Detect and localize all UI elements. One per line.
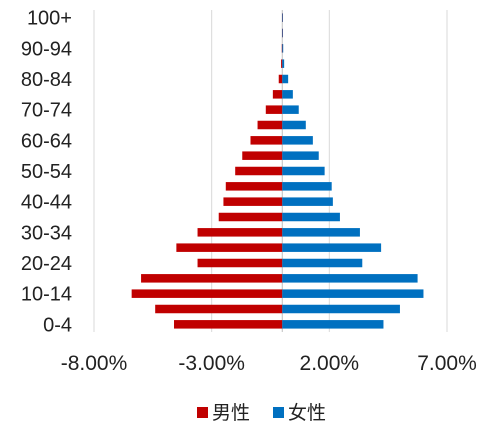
female-bar-15-19 bbox=[282, 274, 418, 283]
x-tick-label: 7.00% bbox=[417, 352, 477, 375]
male-bar-5-9 bbox=[155, 304, 283, 314]
y-tick-label: 40-44 bbox=[21, 192, 72, 214]
x-tick-label: -8.00% bbox=[61, 352, 128, 375]
female-bar-80-84 bbox=[282, 74, 289, 84]
legend: 男性 女性 bbox=[197, 402, 326, 424]
female-legend-label: 女性 bbox=[288, 402, 326, 424]
female-bar-75-79 bbox=[282, 90, 293, 99]
female-bar-10-14 bbox=[282, 289, 424, 298]
y-tick-label: 10-14 bbox=[21, 284, 72, 306]
male-bar-25-29 bbox=[176, 243, 283, 252]
y-tick-label: 0-4 bbox=[43, 314, 72, 336]
male-bar-60-64 bbox=[250, 136, 283, 145]
y-tick-label: 70-74 bbox=[21, 100, 72, 122]
male-bar-30-34 bbox=[197, 228, 283, 237]
y-tick-label: 30-34 bbox=[21, 222, 72, 244]
male-bar-20-24 bbox=[197, 258, 283, 268]
male-bar-80-84 bbox=[278, 74, 283, 84]
bars bbox=[131, 13, 424, 329]
female-bar-70-74 bbox=[282, 105, 299, 114]
female-bar-45-49 bbox=[282, 182, 332, 191]
female-bar-85-89 bbox=[282, 59, 285, 68]
male-bar-15-19 bbox=[141, 274, 283, 283]
female-bar-0-4 bbox=[282, 320, 384, 329]
female-bar-50-54 bbox=[282, 166, 325, 176]
y-tick-label: 20-24 bbox=[21, 253, 72, 275]
female-bar-35-39 bbox=[282, 212, 340, 222]
female-bar-65-69 bbox=[282, 120, 306, 130]
female-bar-5-9 bbox=[282, 304, 400, 314]
male-bar-75-79 bbox=[272, 90, 283, 99]
male-bar-40-44 bbox=[223, 197, 283, 206]
y-tick-label: 100+ bbox=[27, 8, 72, 30]
male-bar-35-39 bbox=[218, 212, 283, 222]
x-tick-label: 2.00% bbox=[300, 352, 360, 375]
male-bar-55-59 bbox=[242, 151, 283, 160]
x-tick-label: -3.00% bbox=[178, 352, 245, 375]
male-legend-swatch bbox=[197, 407, 208, 418]
female-bar-30-34 bbox=[282, 228, 360, 237]
female-bar-95-99 bbox=[282, 28, 283, 38]
male-bar-50-54 bbox=[235, 166, 283, 176]
female-bar-40-44 bbox=[282, 197, 333, 206]
y-axis-tick-labels: 0-4 10-14 20-24 30-34 40-44 50-54 60-64 70-74 80… bbox=[21, 8, 72, 337]
female-bar-100+ bbox=[282, 13, 283, 22]
male-bar-70-74 bbox=[265, 105, 283, 114]
male-bar-10-14 bbox=[131, 289, 283, 298]
male-bar-65-69 bbox=[257, 120, 283, 130]
y-tick-label: 90-94 bbox=[21, 38, 72, 60]
female-bar-90-94 bbox=[282, 44, 284, 53]
y-tick-label: 60-64 bbox=[21, 130, 72, 152]
male-bar-45-49 bbox=[225, 182, 283, 191]
female-bar-20-24 bbox=[282, 258, 363, 268]
female-bar-55-59 bbox=[282, 151, 319, 160]
x-axis-tick-labels: -8.00% -3.00% 2.00% 7.00% bbox=[61, 352, 477, 375]
male-bar-85-89 bbox=[281, 59, 283, 68]
male-bar-0-4 bbox=[174, 320, 283, 329]
female-bar-60-64 bbox=[282, 136, 313, 145]
y-tick-label: 80-84 bbox=[21, 69, 72, 91]
male-bar-90-94 bbox=[281, 44, 283, 53]
male-legend-label: 男性 bbox=[212, 402, 250, 424]
female-legend-swatch bbox=[273, 407, 284, 418]
female-bar-25-29 bbox=[282, 243, 382, 252]
y-tick-label: 50-54 bbox=[21, 161, 72, 183]
